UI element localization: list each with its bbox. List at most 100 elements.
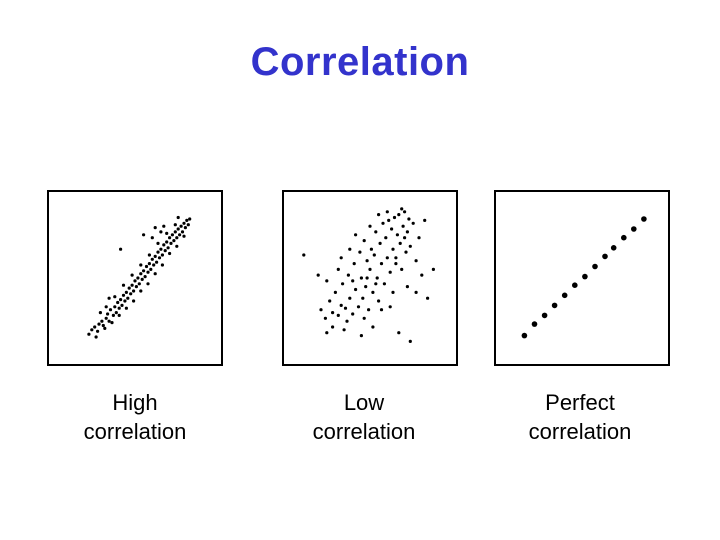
scatter-point xyxy=(368,267,372,271)
scatter-point xyxy=(397,213,401,217)
scatter-point xyxy=(157,256,162,260)
scatter-point xyxy=(127,286,131,290)
scatter-point xyxy=(124,290,128,294)
scatter-point xyxy=(160,253,164,257)
scatter-point xyxy=(147,253,151,257)
scatter-point xyxy=(351,312,355,316)
scatter-point xyxy=(186,223,190,227)
scatter-point xyxy=(377,299,381,303)
scatter-point xyxy=(149,267,153,271)
scatter-point xyxy=(100,319,104,323)
scatter-point xyxy=(342,328,346,332)
scatter-point xyxy=(121,283,126,287)
scatter-point xyxy=(361,296,365,300)
scatter-point xyxy=(185,218,189,222)
scatter-point xyxy=(142,233,146,237)
scatter-point xyxy=(392,215,397,220)
scatter-point xyxy=(374,282,378,286)
scatter-point xyxy=(170,233,174,237)
scatter-point xyxy=(371,325,375,329)
scatter-point xyxy=(328,299,332,303)
scatter-point xyxy=(129,292,133,296)
caption-low-line2: correlation xyxy=(312,419,416,444)
scatter-point xyxy=(354,287,358,292)
scatter-point xyxy=(331,325,335,329)
scatter-point xyxy=(403,236,407,240)
caption-high: High correlation xyxy=(35,388,235,446)
scatter-point xyxy=(388,270,392,274)
scatter-point xyxy=(339,303,343,307)
scatter-point xyxy=(107,296,111,300)
scatter-point xyxy=(98,311,102,315)
scatter-point xyxy=(582,273,588,280)
scatter-point xyxy=(159,247,163,251)
scatter-point xyxy=(152,263,156,267)
scatter-point xyxy=(173,223,177,227)
scatter-point xyxy=(592,263,598,270)
scatter-point xyxy=(168,251,172,256)
scatter-point xyxy=(162,243,166,247)
scatter-point xyxy=(521,332,528,339)
scatter-point xyxy=(180,230,185,234)
scatter-point xyxy=(379,308,384,312)
scatter-point xyxy=(132,289,136,293)
scatter-point xyxy=(87,332,91,336)
scatter-point xyxy=(165,240,169,244)
scatter-point xyxy=(367,308,371,312)
scatter-point xyxy=(155,260,159,264)
scatter-point xyxy=(407,217,411,221)
scatter-point xyxy=(403,210,407,214)
scatter-point xyxy=(400,267,404,271)
scatter-point xyxy=(431,267,435,271)
scatter-point xyxy=(119,298,123,302)
scatter-point xyxy=(117,313,121,317)
scatter-point xyxy=(130,273,134,277)
scatter-point xyxy=(146,282,150,286)
caption-perfect-line1: Perfect xyxy=(545,390,615,415)
scatter-point xyxy=(146,270,150,274)
scatter-point xyxy=(96,329,100,333)
scatter-point xyxy=(362,239,366,243)
scatter-point xyxy=(153,272,157,276)
scatter-point xyxy=(365,276,369,280)
scatter-plot-perfect xyxy=(521,216,647,339)
scatter-point xyxy=(411,221,415,225)
scatter-point xyxy=(414,259,418,263)
scatter-point xyxy=(108,308,113,312)
scatter-point xyxy=(153,254,157,258)
scatter-point xyxy=(165,231,169,235)
scatter-point xyxy=(121,293,126,297)
scatter-point xyxy=(531,321,538,327)
scatter-point xyxy=(139,263,143,267)
scatter-point xyxy=(144,264,149,269)
scatter-point xyxy=(333,290,337,294)
scatter-point xyxy=(126,296,130,300)
scatter-point xyxy=(423,218,427,222)
scatter-point xyxy=(348,296,352,300)
scatter-point xyxy=(103,326,107,330)
scatter-point xyxy=(401,224,405,228)
scatter-point xyxy=(178,233,182,237)
scatter-point xyxy=(162,224,166,228)
scatter-point xyxy=(369,247,373,251)
scatter-point xyxy=(101,323,105,328)
scatter-point xyxy=(561,292,568,299)
scatter-point xyxy=(414,290,418,294)
scatter-point xyxy=(139,272,143,276)
scatter-point xyxy=(631,226,637,232)
scatter-plot-high xyxy=(87,215,192,339)
scatter-point xyxy=(93,325,97,329)
scatter-panel-perfect xyxy=(494,190,670,366)
scatter-point xyxy=(176,215,180,220)
scatter-point xyxy=(147,262,151,266)
scatter-point xyxy=(156,241,160,245)
scatter-point xyxy=(391,247,395,251)
scatter-point xyxy=(134,285,138,289)
scatter-point xyxy=(172,239,176,243)
scatter-point xyxy=(153,226,157,230)
scatter-point xyxy=(641,216,647,222)
scatter-panel-high xyxy=(47,190,223,366)
scatter-point xyxy=(150,236,154,240)
scatter-point xyxy=(169,241,173,245)
scatter-point xyxy=(159,230,163,234)
